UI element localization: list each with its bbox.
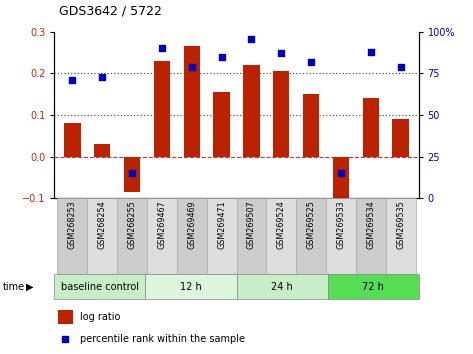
Text: GSM269469: GSM269469 <box>187 200 196 249</box>
Bar <box>184 46 200 156</box>
Bar <box>57 198 87 274</box>
Bar <box>273 72 289 156</box>
Text: GSM269471: GSM269471 <box>217 200 226 249</box>
Point <box>307 59 315 65</box>
Text: baseline control: baseline control <box>61 282 139 292</box>
Bar <box>303 94 319 156</box>
Point <box>158 46 166 51</box>
Bar <box>124 156 140 192</box>
Bar <box>87 198 117 274</box>
Text: 12 h: 12 h <box>180 282 202 292</box>
Bar <box>333 156 349 198</box>
Bar <box>94 144 110 156</box>
Point <box>61 336 69 342</box>
Bar <box>243 65 260 156</box>
Text: time: time <box>2 282 25 292</box>
Bar <box>177 198 207 274</box>
Point <box>397 64 404 70</box>
Bar <box>327 274 419 299</box>
Text: GSM268255: GSM268255 <box>128 200 137 249</box>
Point <box>188 64 195 70</box>
Text: GSM269533: GSM269533 <box>336 200 345 249</box>
Bar <box>393 119 409 156</box>
Text: GSM269467: GSM269467 <box>158 200 166 249</box>
Bar <box>386 198 416 274</box>
Bar <box>154 61 170 156</box>
Point <box>98 74 106 80</box>
Point <box>69 77 76 83</box>
Text: GDS3642 / 5722: GDS3642 / 5722 <box>59 5 162 18</box>
Text: GSM269534: GSM269534 <box>367 200 376 249</box>
Bar <box>356 198 386 274</box>
Point <box>337 171 345 176</box>
Text: GSM269507: GSM269507 <box>247 200 256 249</box>
Text: 72 h: 72 h <box>362 282 384 292</box>
Text: percentile rank within the sample: percentile rank within the sample <box>80 334 245 344</box>
Bar <box>58 310 73 324</box>
Point <box>248 36 255 41</box>
Bar <box>296 198 326 274</box>
Bar <box>236 198 266 274</box>
Point <box>218 54 225 59</box>
Bar <box>236 274 327 299</box>
Bar <box>64 124 80 156</box>
Bar <box>213 92 230 156</box>
Bar <box>54 274 146 299</box>
Bar <box>147 198 177 274</box>
Bar <box>117 198 147 274</box>
Bar <box>207 198 236 274</box>
Text: GSM269525: GSM269525 <box>307 200 315 250</box>
Text: GSM268254: GSM268254 <box>97 200 106 249</box>
Bar <box>266 198 296 274</box>
Text: 24 h: 24 h <box>271 282 293 292</box>
Text: GSM269535: GSM269535 <box>396 200 405 249</box>
Text: ▶: ▶ <box>26 282 34 292</box>
Bar <box>146 274 236 299</box>
Point <box>128 171 136 176</box>
Bar <box>326 198 356 274</box>
Text: GSM268253: GSM268253 <box>68 200 77 249</box>
Text: log ratio: log ratio <box>80 312 120 322</box>
Point <box>278 51 285 56</box>
Point <box>367 49 375 55</box>
Text: GSM269524: GSM269524 <box>277 200 286 249</box>
Bar <box>363 98 379 156</box>
